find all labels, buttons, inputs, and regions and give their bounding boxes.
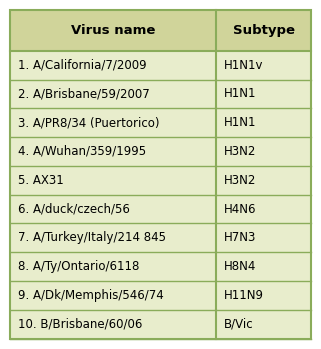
Text: 8. A/Ty/Ontario/6118: 8. A/Ty/Ontario/6118 <box>18 260 139 273</box>
Bar <box>10 252 311 281</box>
Text: H7N3: H7N3 <box>224 231 257 244</box>
Text: 9. A/Dk/Memphis/546/74: 9. A/Dk/Memphis/546/74 <box>18 289 163 302</box>
Text: 1. A/California/7/2009: 1. A/California/7/2009 <box>18 59 146 72</box>
Bar <box>10 137 311 166</box>
Text: 3. A/PR8/34 (Puertorico): 3. A/PR8/34 (Puertorico) <box>18 116 159 129</box>
Text: 6. A/duck/czech/56: 6. A/duck/czech/56 <box>18 202 130 216</box>
Text: 5. AX31: 5. AX31 <box>18 174 64 187</box>
Text: H1N1v: H1N1v <box>224 59 264 72</box>
Text: H11N9: H11N9 <box>224 289 265 302</box>
Text: H3N2: H3N2 <box>224 174 257 187</box>
Text: 7. A/Turkey/Italy/214 845: 7. A/Turkey/Italy/214 845 <box>18 231 166 244</box>
Bar <box>10 310 311 339</box>
Bar <box>10 281 311 310</box>
Bar <box>10 223 311 252</box>
Text: H8N4: H8N4 <box>224 260 257 273</box>
Bar <box>10 80 311 108</box>
Bar <box>10 51 311 80</box>
Bar <box>10 166 311 195</box>
Text: 10. B/Brisbane/60/06: 10. B/Brisbane/60/06 <box>18 318 142 331</box>
Bar <box>10 195 311 223</box>
Text: Virus name: Virus name <box>71 24 155 37</box>
Text: H1N1: H1N1 <box>224 87 257 101</box>
Text: 4. A/Wuhan/359/1995: 4. A/Wuhan/359/1995 <box>18 145 146 158</box>
Text: Subtype: Subtype <box>233 24 295 37</box>
Text: B/Vic: B/Vic <box>224 318 254 331</box>
Text: 2. A/Brisbane/59/2007: 2. A/Brisbane/59/2007 <box>18 87 149 101</box>
Bar <box>10 10 311 51</box>
Text: H4N6: H4N6 <box>224 202 257 216</box>
Text: H3N2: H3N2 <box>224 145 257 158</box>
Text: H1N1: H1N1 <box>224 116 257 129</box>
Bar <box>10 108 311 137</box>
